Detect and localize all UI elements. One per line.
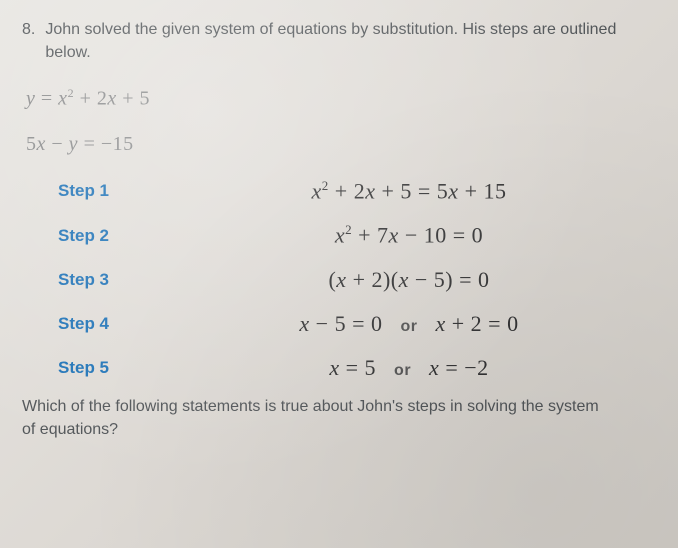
step-eq-wrap: x2 + 2x + 5 = 5x + 15 xyxy=(168,178,650,204)
question-prompt-line2: below. xyxy=(45,41,616,64)
step-eq-4: x − 5 = 0orx + 2 = 0 xyxy=(299,311,518,337)
step-row: Step 5 x = 5orx = −2 xyxy=(58,355,650,381)
step-eq-1: x2 + 2x + 5 = 5x + 15 xyxy=(312,178,507,204)
given-eq-1: y = x2 + 2x + 5 xyxy=(26,86,650,111)
step-label: Step 1 xyxy=(58,181,168,201)
or-label: or xyxy=(401,318,418,335)
closing-line2: of equations? xyxy=(22,418,650,441)
step-row: Step 2 x2 + 7x − 10 = 0 xyxy=(58,222,650,248)
question-header: 8. John solved the given system of equat… xyxy=(22,18,650,64)
step-eq-wrap: x2 + 7x − 10 = 0 xyxy=(168,222,650,248)
step-eq-wrap: x = 5orx = −2 xyxy=(168,355,650,381)
step-eq-3: (x + 2)(x − 5) = 0 xyxy=(328,267,489,293)
step-label: Step 4 xyxy=(58,314,168,334)
step-eq-wrap: x − 5 = 0orx + 2 = 0 xyxy=(168,311,650,337)
step-row: Step 3 (x + 2)(x − 5) = 0 xyxy=(58,267,650,293)
closing-line1: Which of the following statements is tru… xyxy=(22,395,650,418)
given-equations: y = x2 + 2x + 5 5x − y = −15 xyxy=(22,86,650,156)
step-label: Step 5 xyxy=(58,358,168,378)
question-prompt-line1: John solved the given system of equation… xyxy=(45,18,616,41)
closing-question: Which of the following statements is tru… xyxy=(22,395,650,441)
question-prompt: John solved the given system of equation… xyxy=(45,18,616,64)
step-eq-wrap: (x + 2)(x − 5) = 0 xyxy=(168,267,650,293)
step-row: Step 4 x − 5 = 0orx + 2 = 0 xyxy=(58,311,650,337)
step-row: Step 1 x2 + 2x + 5 = 5x + 15 xyxy=(58,178,650,204)
step-eq-5: x = 5orx = −2 xyxy=(329,355,488,381)
step-eq-2: x2 + 7x − 10 = 0 xyxy=(335,222,483,248)
step-label: Step 2 xyxy=(58,226,168,246)
given-eq-2: 5x − y = −15 xyxy=(26,133,650,156)
steps-block: Step 1 x2 + 2x + 5 = 5x + 15 Step 2 x2 +… xyxy=(58,178,650,381)
or-label: or xyxy=(394,362,411,379)
question-number: 8. xyxy=(22,18,35,41)
step-label: Step 3 xyxy=(58,270,168,290)
